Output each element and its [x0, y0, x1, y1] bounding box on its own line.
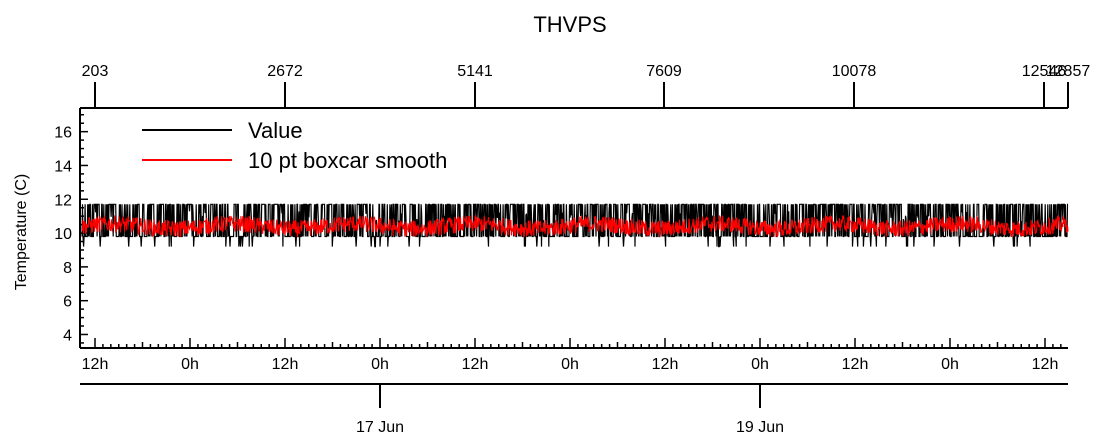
top-tick-label: 12546 — [1022, 63, 1067, 80]
series-line-smooth — [81, 214, 1069, 238]
y-axis-label: Temperature (C) — [13, 174, 30, 290]
top-tick-label: 5141 — [457, 63, 493, 80]
x-tick-label: 0h — [561, 356, 579, 373]
top-tick-label: 203 — [82, 63, 109, 80]
x-tick-label: 0h — [181, 356, 199, 373]
legend: Value 10 pt boxcar smooth — [142, 118, 447, 173]
chart-title: THVPS — [533, 12, 606, 37]
top-tick-label: 7609 — [646, 63, 682, 80]
x-time-axis: 12h 0h 12h 0h 12h 0h 12h 0h 12h 0h 12h — [80, 338, 1068, 373]
x-tick-label: 12h — [82, 356, 109, 373]
x-tick-label: 12h — [842, 356, 869, 373]
top-tick-label: 2672 — [267, 63, 303, 80]
plot-series — [81, 203, 1069, 248]
y-tick-label: 8 — [63, 260, 72, 277]
x-tick-label: 12h — [1032, 356, 1059, 373]
date-tick-label: 17 Jun — [356, 419, 404, 436]
x-tick-label: 12h — [272, 356, 299, 373]
x-tick-label: 0h — [941, 356, 959, 373]
x-tick-label: 12h — [462, 356, 489, 373]
x-date-axis: 17 Jun 19 Jun — [80, 383, 1068, 436]
date-tick-label: 19 Jun — [736, 419, 784, 436]
x-tick-label: 0h — [751, 356, 769, 373]
y-tick-label: 14 — [54, 158, 72, 175]
y-tick-label: 16 — [54, 125, 72, 142]
legend-label-1: 10 pt boxcar smooth — [248, 148, 447, 173]
x-tick-label: 0h — [371, 356, 389, 373]
y-tick-label: 12 — [54, 192, 72, 209]
top-tick-label: 10078 — [832, 63, 877, 80]
x-tick-label: 12h — [652, 356, 679, 373]
y-tick-label: 4 — [63, 327, 72, 344]
y-tick-label: 10 — [54, 226, 72, 243]
legend-label-0: Value — [248, 118, 303, 143]
top-tick-label: 12857 — [1046, 63, 1091, 80]
y-axis: 4 6 8 10 12 14 16 — [54, 108, 88, 348]
y-tick-label: 6 — [63, 294, 72, 311]
